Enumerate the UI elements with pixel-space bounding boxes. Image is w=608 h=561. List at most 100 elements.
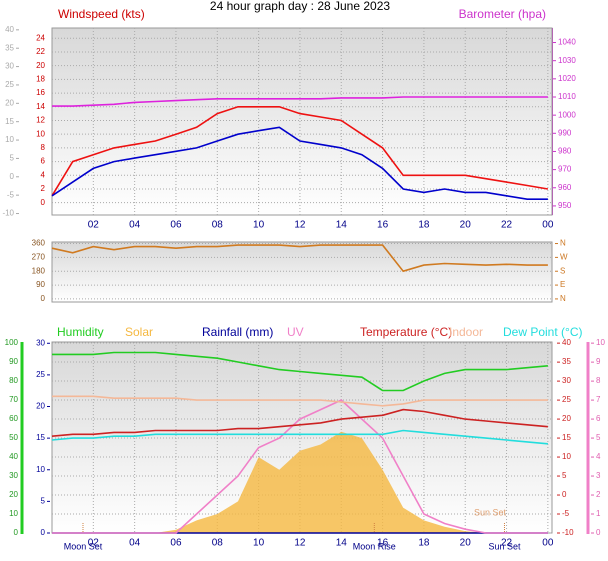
plot-background <box>51 27 553 216</box>
y-tick-label: 18 <box>36 74 45 83</box>
annotation: Moon Set <box>64 541 103 551</box>
y2-tick-label: 970 <box>558 165 572 174</box>
x-tick-label: 12 <box>294 538 306 549</box>
line <box>52 351 548 392</box>
y-tick-label: 10 <box>9 509 18 518</box>
legend-label: Solar <box>125 325 153 339</box>
legend-label: Humidity <box>57 325 104 339</box>
y4-tick-label: 1 <box>596 509 601 518</box>
y2-tick-label: 30 <box>36 338 45 347</box>
x-tick-label: 20 <box>460 220 472 231</box>
x-tick-label: 22 <box>501 538 513 549</box>
y2-axis-label: Barometer (hpa) <box>459 7 546 21</box>
y4-tick-label: 8 <box>596 376 601 385</box>
y3-tick-label: 40 <box>5 25 14 34</box>
y-tick-label: 90 <box>36 280 45 289</box>
y2-tick-label: 1020 <box>558 74 576 83</box>
y-axis-label: Windspeed (kts) <box>58 7 145 21</box>
y-tick-label: 270 <box>32 252 46 261</box>
y-tick-label: 20 <box>9 490 18 499</box>
y-tick-label: 20 <box>36 61 45 70</box>
y-tick-label: 0 <box>41 294 46 303</box>
x-tick-label: 14 <box>336 220 348 231</box>
y-tick-label: 0 <box>41 198 46 207</box>
y2-tick-label: W <box>560 252 568 261</box>
legend-label: Temperature (°C) <box>360 325 452 339</box>
y-tick-label: 100 <box>5 338 19 347</box>
y2-tick-label: 1010 <box>558 92 576 101</box>
line <box>52 399 548 534</box>
y-tick-label: 2 <box>41 184 46 193</box>
y3-tick-label: -10 <box>562 528 574 537</box>
y-tick-label: 6 <box>41 157 46 166</box>
y3-tick-label: 10 <box>562 452 571 461</box>
x-tick-label: 00 <box>542 220 554 231</box>
y-tick-label: 360 <box>32 239 46 248</box>
y3-tick-label: 20 <box>5 98 14 107</box>
y3-tick-label: 20 <box>562 414 571 423</box>
y3-tick-label: 5 <box>562 471 567 480</box>
x-tick-label: 12 <box>294 220 306 231</box>
y-tick-label: 0 <box>14 528 19 537</box>
plot-note: Sun Set <box>474 507 507 517</box>
x-tick-label: 04 <box>129 220 141 231</box>
y3-tick-label: 30 <box>5 62 14 71</box>
line <box>52 96 548 107</box>
y-tick-label: 40 <box>9 452 18 461</box>
y3-tick-label: 35 <box>562 357 571 366</box>
plot-background <box>51 241 553 303</box>
y3-tick-label: 25 <box>5 80 14 89</box>
x-tick-label: 04 <box>129 538 141 549</box>
y-tick-label: 180 <box>32 266 46 275</box>
y4-tick-label: 6 <box>596 414 601 423</box>
y-tick-label: 22 <box>36 47 45 56</box>
y2-tick-label: 950 <box>558 201 572 210</box>
x-tick-label: 00 <box>542 538 554 549</box>
y2-tick-label: 990 <box>558 128 572 137</box>
y-tick-label: 50 <box>9 433 18 442</box>
annotation: Moon Rise <box>353 541 396 551</box>
y2-tick-label: 980 <box>558 147 572 156</box>
legend-label: Dew Point (°C) <box>503 325 582 339</box>
y-tick-label: 24 <box>36 33 45 42</box>
y-tick-label: 30 <box>9 471 18 480</box>
y-tick-label: 16 <box>36 88 45 97</box>
y4-tick-label: 5 <box>596 433 601 442</box>
line <box>51 429 548 445</box>
x-tick-label: 16 <box>377 538 389 549</box>
y2-tick-label: S <box>560 266 565 275</box>
y4-tick-label: 0 <box>596 528 601 537</box>
y3-tick-label: 25 <box>562 395 571 404</box>
y2-tick-label: 25 <box>36 370 45 379</box>
y2-tick-label: N <box>560 239 566 248</box>
y3-tick-label: 15 <box>562 433 571 442</box>
x-tick-label: 06 <box>170 220 182 231</box>
x-tick-label: 08 <box>212 538 224 549</box>
chart-title: 24 hour graph day : 28 June 2023 <box>210 0 390 13</box>
annotation: Sun Set <box>488 541 521 551</box>
y3-tick-label: 40 <box>562 338 571 347</box>
legend-label: Rainfall (mm) <box>202 325 273 339</box>
y2-tick-label: 5 <box>41 496 46 505</box>
x-tick-label: 20 <box>460 538 472 549</box>
y2-tick-label: 0 <box>41 528 46 537</box>
y-tick-label: 12 <box>36 116 45 125</box>
y3-tick-label: -5 <box>7 190 15 199</box>
x-tick-label: 10 <box>253 538 265 549</box>
y3-tick-label: 0 <box>562 490 567 499</box>
x-tick-label: 22 <box>501 220 513 231</box>
legend-label: UV <box>287 325 304 339</box>
x-tick-label: 06 <box>170 538 182 549</box>
x-tick-label: 18 <box>418 220 430 231</box>
y4-tick-label: 7 <box>596 395 601 404</box>
line <box>52 395 548 407</box>
y4-tick-label: 3 <box>596 471 601 480</box>
y-tick-label: 4 <box>41 170 46 179</box>
y3-tick-label: 30 <box>562 376 571 385</box>
y-tick-label: 80 <box>9 376 18 385</box>
y2-tick-label: N <box>560 294 566 303</box>
y3-tick-label: -5 <box>562 509 570 518</box>
y2-tick-label: 960 <box>558 183 572 192</box>
y-tick-label: 8 <box>41 143 46 152</box>
x-tick-label: 14 <box>336 538 348 549</box>
